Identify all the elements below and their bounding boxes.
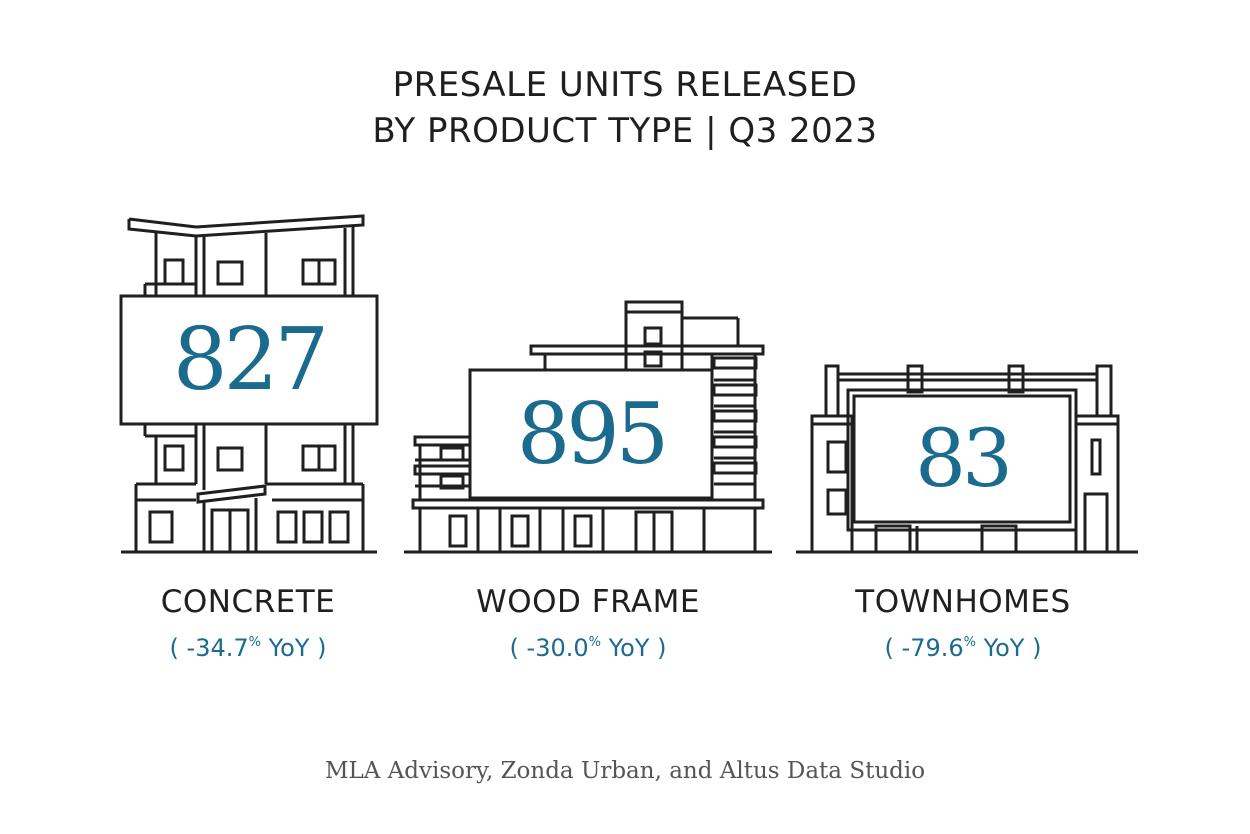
yoy-townhomes: ( -79.6% YoY ) xyxy=(884,634,1042,662)
yoy-concrete: ( -34.7% YoY ) xyxy=(169,634,327,662)
page-title: PRESALE UNITS RELEASED BY PRODUCT TYPE |… xyxy=(0,62,1250,154)
label-townhomes: TOWNHOMES xyxy=(855,584,1071,620)
yoy-wood-frame: ( -30.0% YoY ) xyxy=(509,634,667,662)
value-concrete: 827 xyxy=(172,310,329,410)
title-line-2: BY PRODUCT TYPE | Q3 2023 xyxy=(372,111,878,151)
label-wood-frame: WOOD FRAME xyxy=(476,584,700,620)
townhome-building-icon xyxy=(796,364,1138,554)
concrete-building-icon xyxy=(119,214,379,554)
source-note: MLA Advisory, Zonda Urban, and Altus Dat… xyxy=(324,758,926,784)
label-concrete: CONCRETE xyxy=(160,584,336,620)
value-wood-frame: 895 xyxy=(516,385,669,483)
wood-frame-building-icon xyxy=(404,300,772,554)
value-townhomes: 83 xyxy=(915,412,1013,505)
title-line-1: PRESALE UNITS RELEASED xyxy=(392,65,858,105)
